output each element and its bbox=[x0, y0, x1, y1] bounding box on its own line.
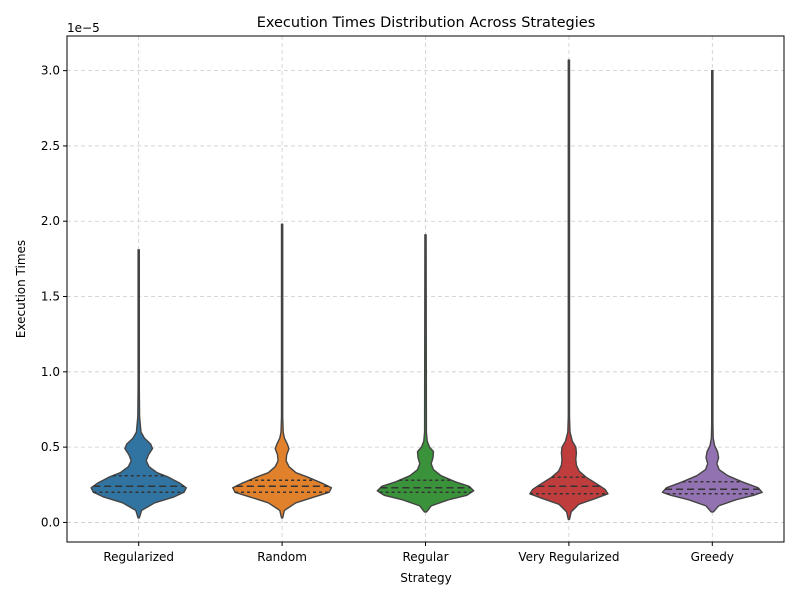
y-tick-label: 0.5 bbox=[41, 440, 60, 454]
violin-body bbox=[232, 223, 333, 519]
violin-body bbox=[529, 59, 609, 521]
x-tick-label: Random bbox=[257, 550, 307, 564]
violin-random bbox=[232, 223, 333, 519]
y-axis-label: Execution Times bbox=[14, 240, 28, 338]
violin-greedy bbox=[661, 69, 763, 513]
chart-title: Execution Times Distribution Across Stra… bbox=[257, 15, 596, 31]
x-axis: Regularized Random Regular Very Regularized… bbox=[103, 542, 734, 564]
y-tick-label: 2.0 bbox=[41, 214, 60, 228]
x-tick-label: Regularized bbox=[103, 550, 174, 564]
x-tick-label: Greedy bbox=[691, 550, 734, 564]
x-axis-label: Strategy bbox=[400, 571, 451, 585]
violins bbox=[90, 59, 763, 521]
x-tick-label: Very Regularized bbox=[518, 550, 619, 564]
y-scale-label: 1e−5 bbox=[67, 21, 100, 35]
y-tick-label: 3.0 bbox=[41, 64, 60, 78]
violin-very-regularized bbox=[529, 59, 609, 521]
y-tick-label: 1.5 bbox=[41, 290, 60, 304]
violin-body bbox=[661, 69, 763, 513]
violin-body bbox=[90, 249, 187, 519]
violin-regularized bbox=[90, 249, 187, 519]
y-axis: 0.0 0.5 1.0 1.5 2.0 2.5 3.0 bbox=[41, 64, 67, 529]
violin-body bbox=[376, 234, 475, 513]
y-tick-label: 1.0 bbox=[41, 365, 60, 379]
x-tick-label: Regular bbox=[402, 550, 448, 564]
violin-regular bbox=[376, 234, 475, 513]
y-tick-label: 0.0 bbox=[41, 515, 60, 529]
y-tick-label: 2.5 bbox=[41, 139, 60, 153]
